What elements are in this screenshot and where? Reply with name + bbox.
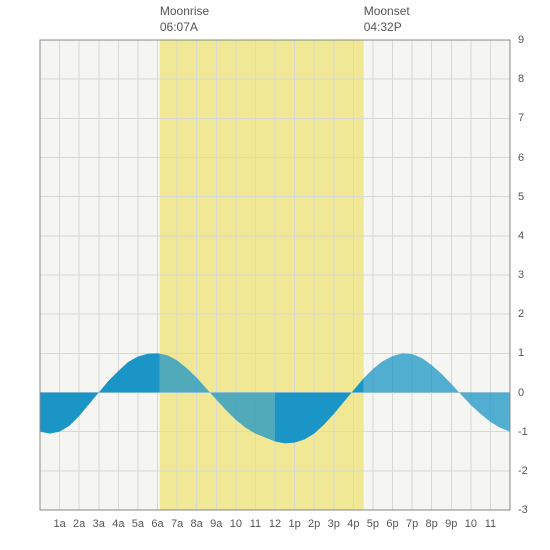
x-tick: 2a bbox=[73, 518, 85, 530]
x-tick: 6a bbox=[151, 518, 163, 530]
x-tick: 8p bbox=[426, 518, 438, 530]
x-tick: 6p bbox=[386, 518, 398, 530]
y-tick: 8 bbox=[518, 73, 524, 85]
chart-svg bbox=[0, 0, 550, 550]
y-tick: 5 bbox=[518, 191, 524, 203]
y-tick: 7 bbox=[518, 112, 524, 124]
tide-moon-chart: Moonrise 06:07A Moonset 04:32P 1a 2a 3a 4a 5… bbox=[0, 0, 550, 550]
x-tick: 1a bbox=[53, 518, 65, 530]
y-tick: 6 bbox=[518, 152, 524, 164]
y-tick: -3 bbox=[518, 504, 528, 516]
moonset-label: Moonset 04:32P bbox=[364, 4, 410, 35]
x-tick: 9p bbox=[445, 518, 457, 530]
y-tick: 9 bbox=[518, 34, 524, 46]
x-tick: 1p bbox=[288, 518, 300, 530]
y-tick: 2 bbox=[518, 308, 524, 320]
y-tick: 1 bbox=[518, 347, 524, 359]
y-tick: 4 bbox=[518, 230, 524, 242]
moonset-time: 04:32P bbox=[364, 20, 410, 36]
x-tick: 3a bbox=[93, 518, 105, 530]
y-tick: 0 bbox=[518, 387, 524, 399]
x-tick: 10 bbox=[230, 518, 242, 530]
x-tick: 12 bbox=[269, 518, 281, 530]
x-tick: 2p bbox=[308, 518, 320, 530]
x-tick: 3p bbox=[328, 518, 340, 530]
x-tick: 5p bbox=[367, 518, 379, 530]
x-tick: 4p bbox=[347, 518, 359, 530]
x-tick: 9a bbox=[210, 518, 222, 530]
x-tick: 11 bbox=[485, 518, 496, 530]
x-tick: 7p bbox=[406, 518, 418, 530]
x-tick: 4a bbox=[112, 518, 124, 530]
moonrise-label: Moonrise 06:07A bbox=[160, 4, 209, 35]
moonset-title: Moonset bbox=[364, 4, 410, 20]
y-tick: -2 bbox=[518, 465, 528, 477]
y-tick: -1 bbox=[518, 426, 528, 438]
y-tick: 3 bbox=[518, 269, 524, 281]
x-tick: 8a bbox=[191, 518, 203, 530]
moonrise-time: 06:07A bbox=[160, 20, 209, 36]
x-tick: 10 bbox=[465, 518, 477, 530]
x-tick: 11 bbox=[250, 518, 261, 530]
x-tick: 5a bbox=[132, 518, 144, 530]
x-tick: 7a bbox=[171, 518, 183, 530]
moonrise-title: Moonrise bbox=[160, 4, 209, 20]
